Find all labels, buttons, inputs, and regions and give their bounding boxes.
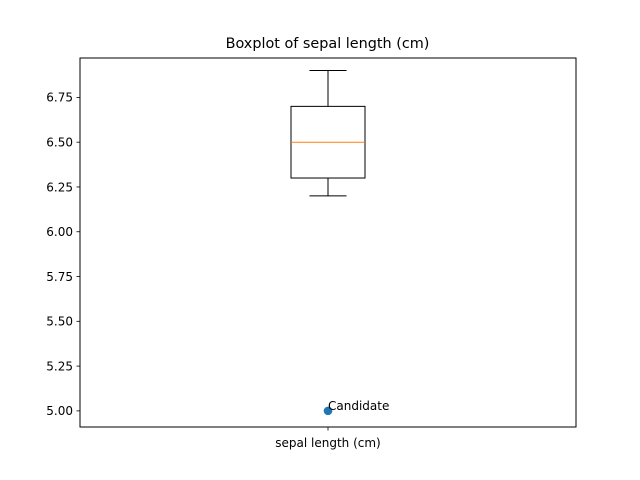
y-tick-label: 6.25 (46, 180, 73, 194)
axes-frame (79, 57, 577, 428)
y-tick-label: 6.50 (46, 135, 73, 149)
chart-title: Boxplot of sepal length (cm) (226, 36, 430, 52)
plot-area: Candidate (290, 70, 389, 416)
y-tick-label: 5.75 (46, 270, 73, 284)
y-tick-label: 6.00 (46, 225, 73, 239)
candidate-point (323, 406, 333, 416)
y-tick-label: 5.25 (46, 359, 73, 373)
y-tick-label: 5.00 (46, 404, 73, 418)
x-tick-label: sepal length (cm) (275, 436, 380, 450)
candidate-label: Candidate (328, 399, 389, 413)
y-tick-label: 5.50 (46, 315, 73, 329)
x-axis: sepal length (cm) (275, 427, 381, 450)
y-axis: 5.00 5.25 5.50 5.75 6.00 6.25 6.50 6.75 (46, 91, 80, 418)
y-tick-label: 6.75 (46, 91, 73, 105)
